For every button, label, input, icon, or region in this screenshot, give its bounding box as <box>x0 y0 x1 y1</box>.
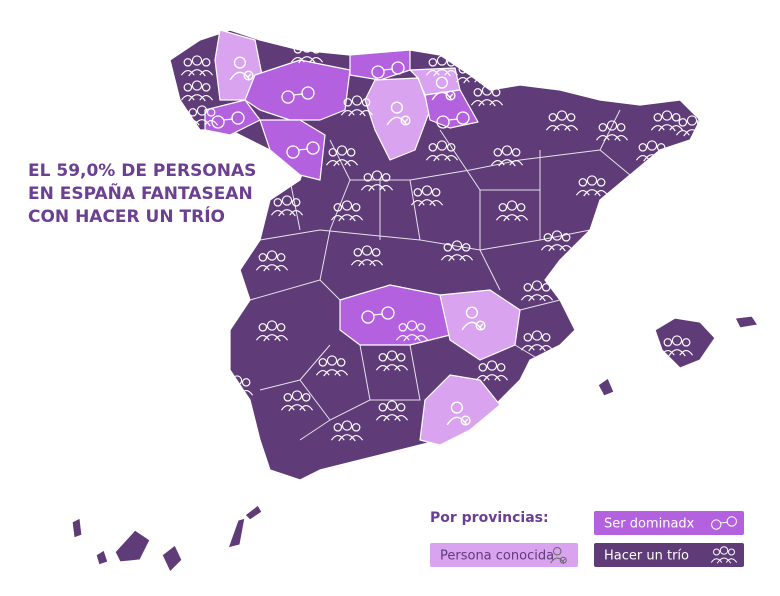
headline: EL 59,0% DE PERSONAS EN ESPAÑA FANTASEAN… <box>28 161 256 227</box>
legend-swatch <box>594 511 744 535</box>
islands <box>71 315 759 573</box>
menorca <box>734 315 759 329</box>
province-borders <box>249 109 631 441</box>
province-albacete <box>439 289 521 361</box>
headline-line: CON HACER UN TRÍO <box>28 205 225 227</box>
ibiza <box>597 377 615 397</box>
canary-1 <box>71 517 83 539</box>
province-asturias-leon <box>244 59 351 121</box>
canary-5 <box>227 517 246 549</box>
legend-label: Hacer un trío <box>604 549 689 564</box>
canary-6 <box>244 504 263 521</box>
legend-label: Ser dominadx <box>604 517 695 532</box>
mainland <box>169 29 701 481</box>
canary-2 <box>95 549 109 566</box>
province-burgos <box>364 77 431 161</box>
mallorca <box>654 317 716 369</box>
province-ciudad-real <box>339 284 451 346</box>
headline-line: EN ESPAÑA FANTASEAN <box>28 181 253 204</box>
legend-label: Persona conocida <box>440 549 554 564</box>
province-icon <box>95 510 129 532</box>
province-icon <box>182 517 216 539</box>
headline-line: EL 59,0% DE PERSONAS <box>28 161 256 181</box>
canary-3 <box>114 529 151 563</box>
legend-swatch <box>430 543 578 567</box>
legend-items: Ser dominadx Persona conocida Hacer un trí… <box>430 511 744 567</box>
legend: Por provincias: Ser dominadx Persona cono… <box>430 510 744 567</box>
province-murcia <box>419 374 501 446</box>
province-ourense <box>259 119 326 181</box>
legend-swatch <box>594 543 744 567</box>
canary-4 <box>161 544 183 573</box>
legend-title: Por provincias: <box>430 510 549 526</box>
